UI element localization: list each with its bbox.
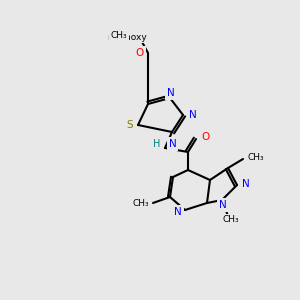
Text: S: S xyxy=(126,120,133,130)
Text: CH₃: CH₃ xyxy=(223,215,239,224)
Text: N: N xyxy=(219,200,227,210)
Text: O: O xyxy=(201,132,209,142)
Text: H: H xyxy=(153,139,160,149)
Text: N: N xyxy=(189,110,197,120)
Text: N: N xyxy=(167,88,175,98)
Text: CH₃: CH₃ xyxy=(132,200,149,208)
Text: O: O xyxy=(136,48,144,58)
Text: CH₃: CH₃ xyxy=(110,32,127,40)
Text: CH₃: CH₃ xyxy=(247,152,264,161)
Text: N: N xyxy=(169,139,177,149)
Text: N: N xyxy=(174,207,182,217)
Text: N: N xyxy=(242,179,250,189)
Text: methoxy: methoxy xyxy=(107,32,147,41)
